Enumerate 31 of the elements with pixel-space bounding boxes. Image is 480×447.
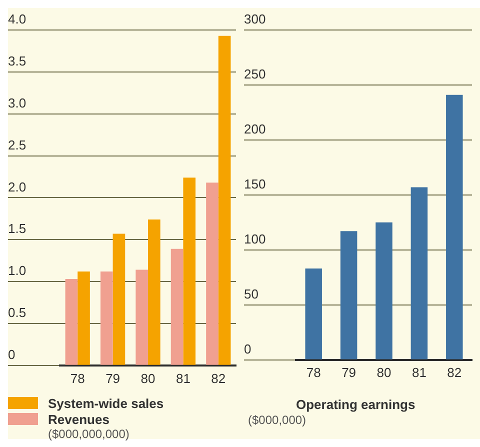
y-tick-label: 0	[8, 346, 16, 362]
y-tick-label: 4.0	[8, 12, 26, 27]
y-tick-label: 100	[244, 231, 266, 246]
x-axis-title: Operating earnings	[296, 396, 416, 412]
x-tick-label: 80	[376, 365, 392, 380]
y-tick-label: 3.0	[8, 95, 26, 110]
text: ($000,000,000)	[48, 427, 130, 441]
y-tick-label: 250	[244, 66, 266, 82]
y-tick-label: 0	[244, 341, 252, 356]
y-tick-label: 2.5	[8, 137, 26, 152]
y-tick-label: 1.5	[8, 221, 26, 236]
x-tick-label: 78	[70, 370, 85, 386]
x-tick-label: 79	[106, 370, 120, 386]
y-tick-label: 200	[244, 122, 266, 137]
text: ($000,000)	[248, 413, 308, 427]
y-tick-label: 1.0	[8, 263, 26, 278]
y-tick-label: 3.5	[8, 54, 26, 69]
y-tick-label: 0.5	[8, 305, 26, 320]
legend-label: System-wide sales	[48, 396, 164, 410]
y-tick-label: 50	[244, 286, 258, 302]
y-tick-label: 300	[244, 12, 266, 27]
y-tick-label: 150	[244, 176, 266, 192]
x-tick-label: 79	[342, 365, 356, 380]
x-tick-label: 81	[412, 365, 426, 380]
x-tick-label: 82	[211, 370, 226, 386]
x-tick-label: 82	[447, 365, 462, 380]
x-tick-label: 81	[176, 370, 190, 386]
x-tick-label: 80	[140, 370, 156, 386]
y-tick-label: 2.0	[8, 179, 26, 194]
legend-label: Revenues	[48, 412, 110, 426]
x-tick-label: 78	[306, 365, 321, 380]
